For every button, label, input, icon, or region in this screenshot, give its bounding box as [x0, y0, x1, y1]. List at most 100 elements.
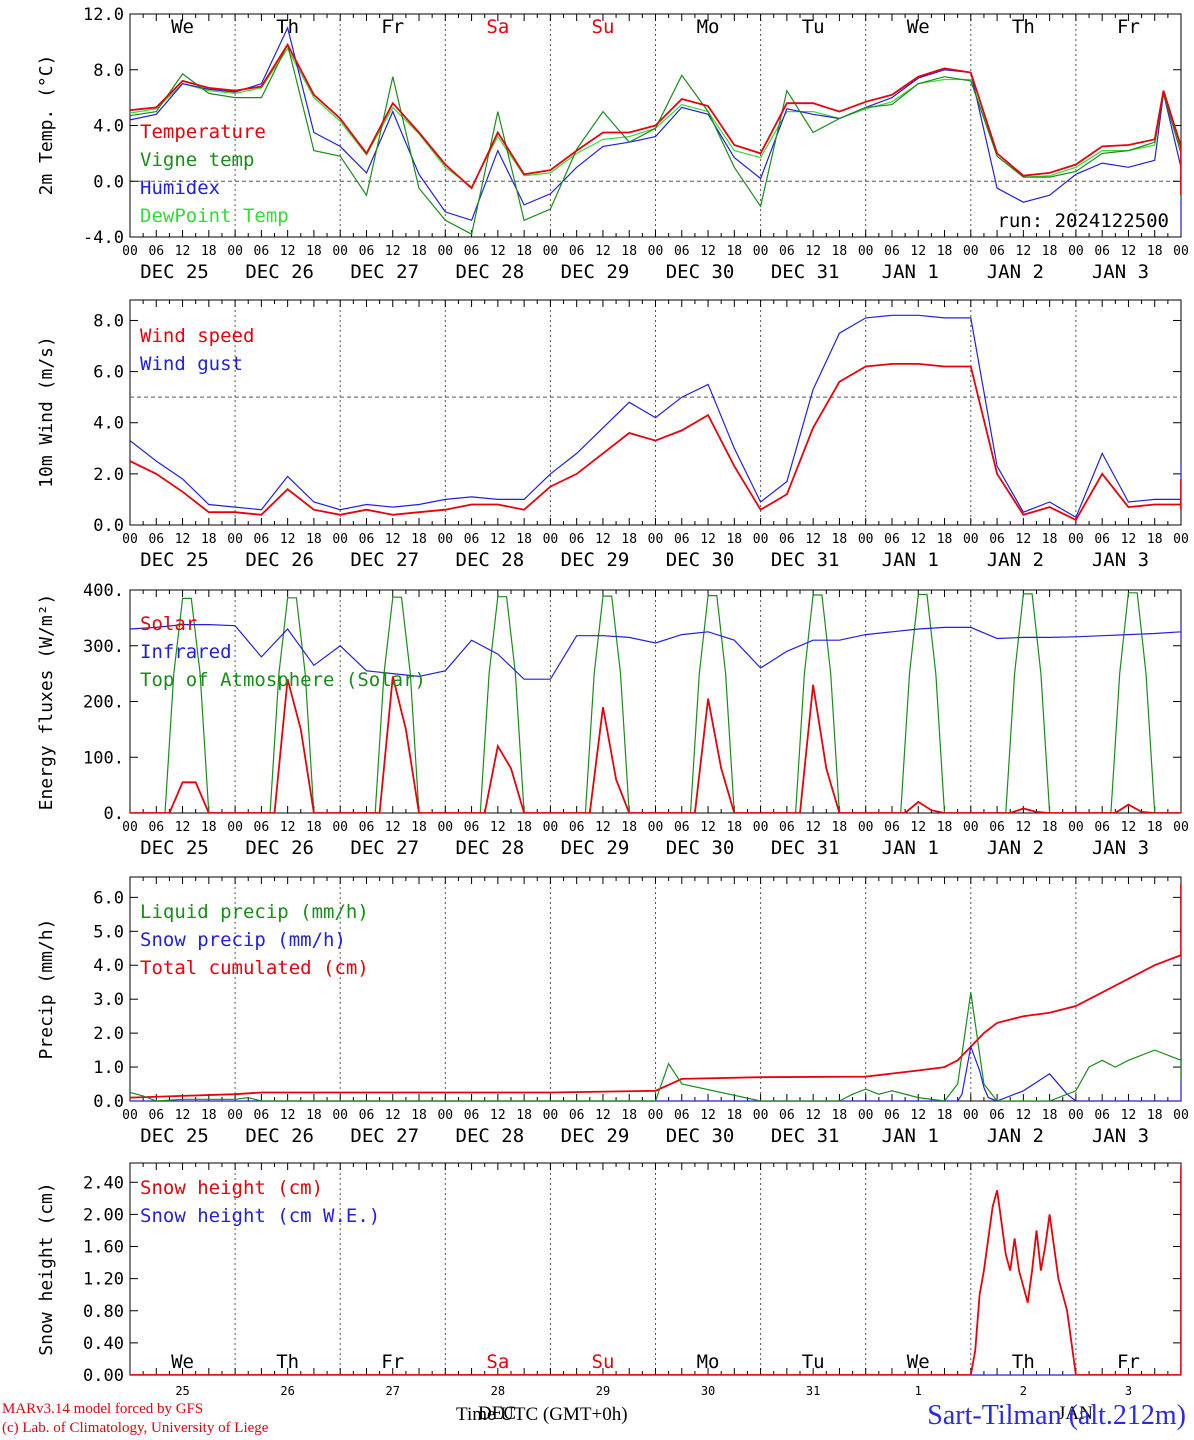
hour-tick-label: 12 — [280, 1108, 296, 1123]
day-number-label: 25 — [175, 1384, 189, 1398]
hour-tick-label: 12 — [175, 532, 191, 547]
hour-tick-label: 18 — [621, 1108, 637, 1123]
hour-tick-label: 00 — [122, 1108, 138, 1123]
day-of-week-label: Sa — [486, 1351, 509, 1373]
date-label: JAN 3 — [1092, 549, 1149, 571]
panel-1: 12.0 8.0 4.0 0.0 -4.0 2m Temp. (°C) 00 06 12 18 00… — [36, 5, 1189, 283]
date-label: DEC 30 — [666, 837, 735, 859]
y-tick-label: 8.0 — [93, 61, 124, 81]
hour-tick-label: 00 — [1173, 532, 1189, 547]
hour-tick-label: 12 — [805, 244, 821, 259]
hour-tick-label: 06 — [779, 244, 795, 259]
hour-tick-label: 12 — [490, 820, 506, 835]
hour-tick-label: 06 — [674, 532, 690, 547]
hour-tick-label: 00 — [437, 820, 453, 835]
run-label: run: 2024122500 — [997, 210, 1169, 232]
y-tick-label: 0.40 — [83, 1334, 124, 1354]
hour-tick-label: 06 — [884, 244, 900, 259]
hour-tick-label: 00 — [543, 244, 559, 259]
hour-tick-label: 06 — [359, 820, 375, 835]
hour-tick-label: 12 — [1016, 532, 1032, 547]
hour-tick-label: 00 — [963, 1108, 979, 1123]
legend-entry: Total cumulated (cm) — [140, 957, 369, 979]
hour-tick-label: 00 — [858, 820, 874, 835]
hour-tick-label: 18 — [1147, 820, 1163, 835]
hour-tick-label: 00 — [227, 1108, 243, 1123]
day-of-week-label: Th — [1012, 16, 1035, 38]
day-number-label: 27 — [386, 1384, 400, 1398]
date-label: DEC 28 — [456, 837, 525, 859]
day-number-label: 2 — [1020, 1384, 1027, 1398]
day-of-week-label: Fr — [381, 16, 404, 38]
hour-tick-label: 12 — [1121, 1108, 1137, 1123]
hour-tick-label: 12 — [700, 244, 716, 259]
copyright-credit: (c) Lab. of Climatology, University of L… — [2, 1420, 269, 1436]
y-axis-label: Precip (mm/h) — [36, 919, 57, 1060]
hour-tick-label: 00 — [753, 532, 769, 547]
hour-tick-label: 06 — [989, 244, 1005, 259]
hour-tick-label: 12 — [280, 820, 296, 835]
date-label: DEC 30 — [666, 1125, 735, 1147]
y-tick-label: 1.20 — [83, 1270, 124, 1290]
legend-entry: Snow precip (mm/h) — [140, 929, 346, 951]
hour-tick-label: 06 — [464, 244, 480, 259]
hour-tick-label: 06 — [674, 244, 690, 259]
date-label: DEC 25 — [140, 549, 209, 571]
legend-entry: Vigne temp — [140, 149, 254, 171]
y-axis-label: 2m Temp. (°C) — [36, 55, 57, 196]
day-of-week-label: Fr — [381, 1351, 404, 1373]
panel-2: 8.0 6.0 4.0 2.0 0.0 10m Wind (m/s) 00 06 12 18 00 0… — [36, 299, 1189, 571]
hour-tick-label: 06 — [359, 244, 375, 259]
day-number-label: 31 — [806, 1384, 820, 1398]
date-label: DEC 27 — [350, 549, 419, 571]
hour-tick-label: 00 — [227, 244, 243, 259]
y-tick-label: 8.0 — [93, 311, 124, 331]
day-of-week-label: Th — [276, 1351, 299, 1373]
model-credit: MARv3.14 model forced by GFS — [2, 1401, 204, 1417]
day-of-week-label: We — [171, 1351, 194, 1373]
day-number-label: 30 — [701, 1384, 715, 1398]
hour-tick-label: 18 — [726, 820, 742, 835]
hour-tick-label: 00 — [332, 244, 348, 259]
hour-tick-label: 00 — [753, 820, 769, 835]
y-tick-label: 2.40 — [83, 1173, 124, 1193]
hour-tick-label: 06 — [1094, 1108, 1110, 1123]
hour-tick-label: 00 — [1068, 1108, 1084, 1123]
y-axis-label: 10m Wind (m/s) — [36, 336, 57, 488]
hour-tick-label: 06 — [779, 1108, 795, 1123]
series-line-temperature — [130, 42, 1181, 196]
hour-tick-label: 12 — [490, 532, 506, 547]
hour-tick-label: 12 — [1016, 244, 1032, 259]
series-line-infrared — [130, 623, 1181, 680]
hour-tick-label: 06 — [148, 532, 164, 547]
legend-entry: Snow height (cm W.E.) — [140, 1205, 380, 1227]
hour-tick-label: 00 — [122, 820, 138, 835]
date-label: DEC 29 — [561, 261, 630, 283]
hour-tick-label: 18 — [832, 1108, 848, 1123]
hour-tick-label: 00 — [437, 532, 453, 547]
date-label: JAN 3 — [1092, 1125, 1149, 1147]
series-line-solar — [130, 676, 1181, 813]
hour-tick-label: 00 — [332, 820, 348, 835]
hour-tick-label: 00 — [648, 820, 664, 835]
y-tick-label: 0.0 — [93, 172, 124, 192]
y-tick-label: 4.0 — [93, 956, 124, 976]
date-label: DEC 29 — [561, 837, 630, 859]
hour-tick-label: 12 — [700, 1108, 716, 1123]
hour-tick-label: 18 — [516, 1108, 532, 1123]
date-label: JAN 3 — [1092, 837, 1149, 859]
hour-tick-label: 06 — [569, 532, 585, 547]
hour-tick-label: 12 — [385, 1108, 401, 1123]
day-of-week-label: Tu — [802, 16, 825, 38]
hour-tick-label: 12 — [385, 244, 401, 259]
hour-tick-label: 00 — [543, 820, 559, 835]
day-of-week-label: Fr — [1117, 16, 1140, 38]
y-tick-label: 12.0 — [83, 5, 124, 25]
station-name: Sart-Tilman (alt.212m) — [927, 1400, 1186, 1431]
hour-tick-label: 18 — [411, 532, 427, 547]
x-axis-jan-label: JAN — [1058, 1403, 1093, 1424]
hour-tick-label: 18 — [1147, 1108, 1163, 1123]
panel-5: 2.40 2.00 1.60 1.20 0.80 0.40 0.00 Snow height … — [36, 1162, 1182, 1398]
hour-tick-label: 00 — [963, 820, 979, 835]
